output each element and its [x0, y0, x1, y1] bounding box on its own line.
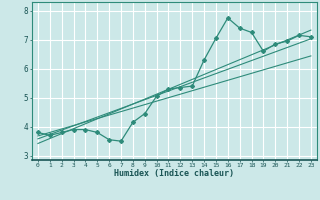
X-axis label: Humidex (Indice chaleur): Humidex (Indice chaleur): [115, 169, 234, 178]
